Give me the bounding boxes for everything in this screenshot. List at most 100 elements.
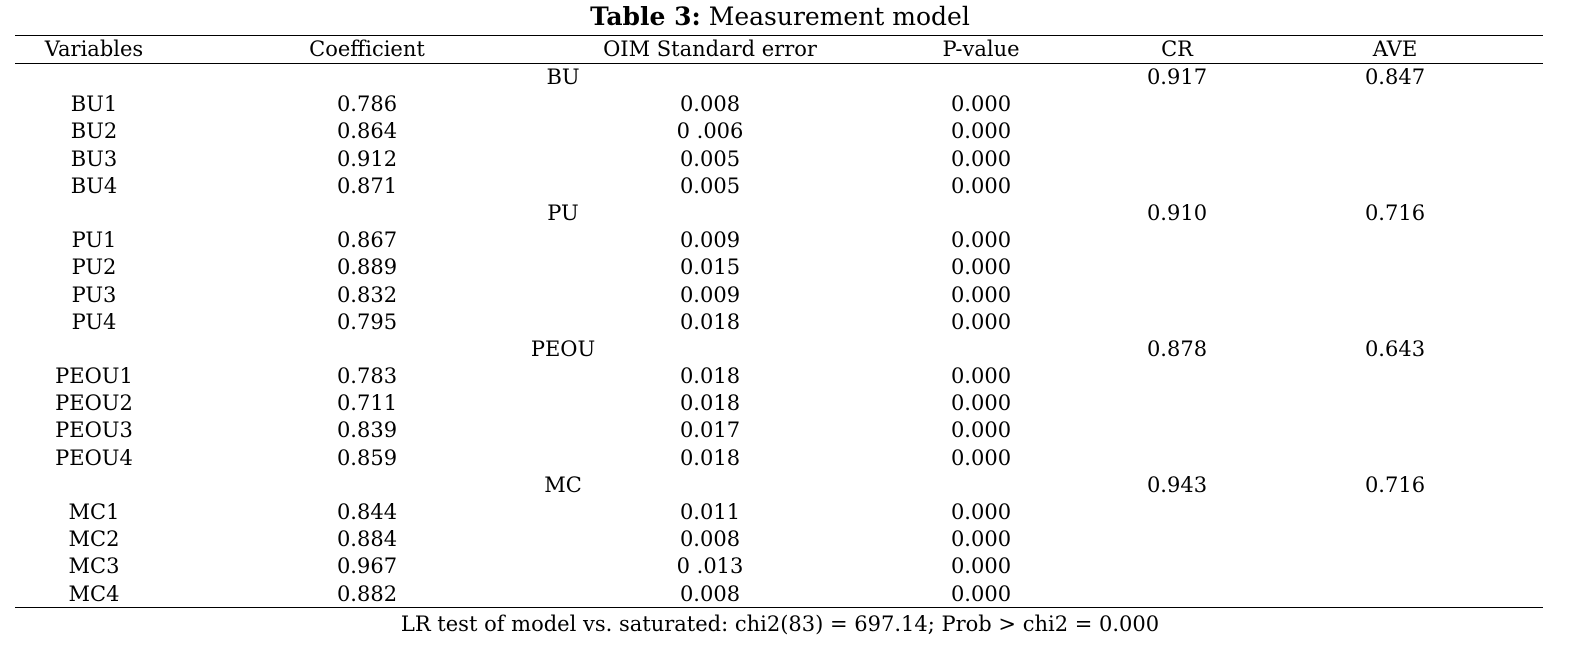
cell-std-error: 0.017 [679, 418, 741, 443]
cell-variable: PEOU1 [55, 364, 133, 389]
table-row: BU2 0.864 0 .006 0.000 [15, 118, 1543, 145]
table-caption-title: Measurement model [708, 2, 970, 31]
table-row: PEOU4 0.859 0.018 0.000 [15, 445, 1543, 472]
table-row: PU2 0.889 0.015 0.000 [15, 254, 1543, 281]
cell-p-value: 0.000 [950, 554, 1012, 579]
cell-variable: PU3 [71, 282, 117, 307]
group-name: PU [547, 200, 579, 225]
cell-p-value: 0.000 [950, 364, 1012, 389]
table-body: BU 0.917 0.847 BU1 0.786 0.008 0.000 BU2 0.864 0 … [15, 64, 1543, 608]
header-cr: CR [1161, 37, 1193, 61]
cell-variable: BU1 [70, 92, 118, 117]
cell-std-error: 0.018 [679, 391, 741, 416]
cell-variable: MC1 [68, 500, 120, 524]
cell-coefficient: 0.871 [336, 173, 398, 198]
cell-std-error: 0.018 [679, 309, 741, 334]
group-cr: 0.917 [1146, 65, 1208, 89]
group-name: PEOU [530, 336, 596, 361]
cell-std-error: 0.015 [679, 255, 741, 280]
cell-p-value: 0.000 [950, 391, 1012, 416]
cell-std-error: 0.005 [679, 173, 741, 198]
cell-std-error: 0.009 [679, 282, 741, 307]
cell-std-error: 0.018 [679, 445, 741, 470]
group-cr: 0.878 [1146, 336, 1208, 361]
cell-coefficient: 0.832 [336, 282, 398, 307]
cell-std-error: 0 .013 [676, 554, 744, 579]
cell-p-value: 0.000 [950, 146, 1012, 171]
group-ave: 0.716 [1364, 472, 1426, 497]
cell-variable: MC3 [68, 554, 120, 579]
cell-p-value: 0.000 [950, 255, 1012, 280]
table-row: PEOU3 0.839 0.017 0.000 [15, 417, 1543, 444]
cell-coefficient: 0.912 [336, 146, 398, 171]
table-row: MC4 0.882 0.008 0.000 [15, 581, 1543, 608]
cell-p-value: 0.000 [950, 581, 1012, 606]
group-cr: 0.943 [1146, 472, 1208, 497]
cell-std-error: 0.011 [679, 500, 741, 524]
group-row: BU 0.917 0.847 [15, 64, 1543, 91]
cell-p-value: 0.000 [950, 282, 1012, 307]
table-row: BU1 0.786 0.008 0.000 [15, 91, 1543, 118]
table-row: MC3 0.967 0 .013 0.000 [15, 553, 1543, 580]
cell-std-error: 0.008 [679, 92, 741, 117]
cell-coefficient: 0.786 [336, 92, 398, 117]
cell-p-value: 0.000 [950, 119, 1012, 144]
cell-p-value: 0.000 [950, 500, 1012, 524]
table-row: PEOU1 0.783 0.018 0.000 [15, 363, 1543, 390]
cell-std-error: 0 .006 [676, 119, 744, 144]
cell-coefficient: 0.884 [336, 527, 398, 552]
cell-p-value: 0.000 [950, 92, 1012, 117]
table-caption-label: Table 3: [590, 2, 701, 31]
cell-p-value: 0.000 [950, 173, 1012, 198]
cell-p-value: 0.000 [950, 309, 1012, 334]
group-cr: 0.910 [1146, 200, 1208, 225]
cell-coefficient: 0.882 [336, 581, 398, 606]
cell-p-value: 0.000 [950, 445, 1012, 470]
table-row: PU3 0.832 0.009 0.000 [15, 282, 1543, 309]
cell-std-error: 0.005 [679, 146, 741, 171]
group-row: PEOU 0.878 0.643 [15, 336, 1543, 363]
cell-variable: BU4 [70, 173, 118, 198]
cell-variable: PU1 [71, 228, 117, 253]
group-row: MC 0.943 0.716 [15, 472, 1543, 499]
table-caption: Table 3: Measurement model [0, 2, 1560, 32]
cell-variable: PU2 [71, 255, 117, 280]
cell-variable: PEOU3 [55, 418, 133, 443]
group-name: MC [544, 472, 582, 497]
table-header-row: Variables Coefficient OIM Standard error… [15, 36, 1543, 63]
cell-p-value: 0.000 [950, 228, 1012, 253]
table-footnote: LR test of model vs. saturated: chi2(83)… [400, 612, 1160, 636]
cell-p-value: 0.000 [950, 418, 1012, 443]
cell-coefficient: 0.859 [336, 445, 398, 470]
cell-coefficient: 0.967 [336, 554, 398, 579]
cell-std-error: 0.009 [679, 228, 741, 253]
cell-variable: PEOU2 [55, 391, 133, 416]
table-bottom-rule [15, 607, 1543, 608]
table-top-rule [15, 35, 1543, 36]
cell-coefficient: 0.867 [336, 228, 398, 253]
cell-coefficient: 0.783 [336, 364, 398, 389]
header-variables: Variables [44, 37, 144, 61]
table-row: PU1 0.867 0.009 0.000 [15, 227, 1543, 254]
cell-coefficient: 0.795 [336, 309, 398, 334]
cell-variable: MC4 [68, 581, 120, 606]
cell-std-error: 0.008 [679, 527, 741, 552]
group-name: BU [546, 65, 580, 89]
cell-variable: MC2 [68, 527, 120, 552]
header-ave: AVE [1372, 37, 1418, 61]
group-ave: 0.847 [1364, 65, 1426, 89]
group-row: PU 0.910 0.716 [15, 200, 1543, 227]
group-ave: 0.716 [1364, 200, 1426, 225]
cell-coefficient: 0.889 [336, 255, 398, 280]
cell-variable: BU2 [70, 119, 118, 144]
header-p-value: P-value [942, 37, 1020, 61]
cell-coefficient: 0.844 [336, 500, 398, 524]
table-row: PU4 0.795 0.018 0.000 [15, 309, 1543, 336]
table-row: BU4 0.871 0.005 0.000 [15, 173, 1543, 200]
table-row: BU3 0.912 0.005 0.000 [15, 146, 1543, 173]
cell-std-error: 0.018 [679, 364, 741, 389]
table-row: MC1 0.844 0.011 0.000 [15, 499, 1543, 526]
header-std-error: OIM Standard error [603, 37, 817, 61]
table-row: PEOU2 0.711 0.018 0.000 [15, 390, 1543, 417]
cell-variable: BU3 [70, 146, 118, 171]
